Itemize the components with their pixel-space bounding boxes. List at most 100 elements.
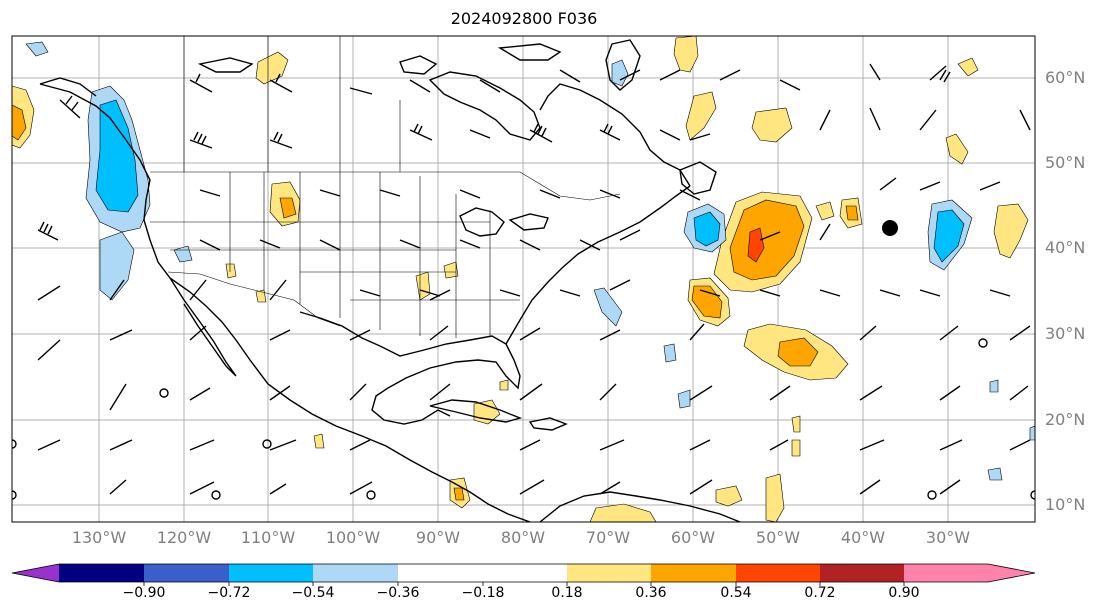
wind-barbs (37, 63, 1031, 495)
cuba (429, 399, 523, 423)
atlantic-blue-streak (593, 287, 623, 327)
colorbar-segment-1 (59, 564, 144, 582)
atlantic-yellow-spot (791, 415, 801, 433)
us-mexico-border (167, 271, 341, 327)
shaded-regions (12, 36, 1035, 522)
colorbar-label: −0.54 (291, 585, 335, 601)
colorbar-segment-8 (651, 564, 736, 582)
colorbar-segment-11 (904, 564, 988, 582)
southwest-yellow (225, 263, 237, 279)
colorbar-segment-7 (567, 564, 651, 582)
gridlines (12, 36, 1035, 522)
pacific-nw-blue-core (95, 99, 139, 213)
east-atlantic-blue-spot-2 (1029, 425, 1035, 441)
calm-circle (159, 388, 169, 398)
colorbar-label: 0.36 (635, 585, 667, 601)
colorbar-label: −0.90 (122, 585, 166, 601)
colorbar-label: −0.18 (461, 585, 505, 601)
us-canada-border (150, 171, 621, 201)
lat-label-30n: 30°N (1045, 324, 1086, 343)
colorbar-segment-10 (820, 564, 904, 582)
pacific-blue-small (25, 41, 49, 57)
colorbar-segment-3 (229, 564, 313, 582)
lon-label-30w: 30°W (925, 528, 971, 547)
gulf-yellow (415, 271, 431, 301)
central-america-orange (453, 487, 465, 501)
canada-yellow-north (255, 51, 289, 85)
lon-label-120w: 120°W (156, 528, 212, 547)
storm-marker (882, 220, 898, 236)
central-atlantic-yellow-small (815, 201, 835, 221)
south-yellow (589, 503, 657, 522)
lat-label-60n: 60°N (1045, 68, 1086, 87)
east-atlantic-blue-spot (989, 379, 999, 393)
lon-label-100w: 100°W (325, 528, 381, 547)
arctic-islands (197, 43, 562, 75)
north-america-west-coast (39, 83, 531, 522)
colorbar-segment-2 (144, 564, 229, 582)
colorbar-label: −0.36 (376, 585, 420, 601)
calm-circle (12, 439, 17, 449)
baja-california (169, 277, 237, 377)
calm-circle (12, 490, 17, 500)
greenland-south (605, 39, 641, 91)
greenland-blue (611, 59, 629, 87)
labrador-yellow-strip (685, 91, 717, 141)
north-atlantic-yellow-1 (751, 107, 793, 143)
colorbar-label: 0.72 (804, 585, 836, 601)
atlantic-blue-spot-2 (677, 389, 691, 409)
colorbar-segment-0 (12, 564, 59, 582)
mississippi-yellow (443, 261, 459, 279)
lat-label-20n: 20°N (1045, 410, 1086, 429)
calm-markers (12, 338, 1035, 500)
colorbar-segment-5 (398, 564, 483, 582)
calm-circle (262, 439, 272, 449)
lon-label-70w: 70°W (585, 528, 631, 547)
calm-circle (927, 490, 937, 500)
hudson-bay (428, 71, 541, 141)
lat-label-10n: 10°N (1045, 495, 1086, 514)
central-atlantic-orange (729, 199, 805, 281)
atlantic-blue-east-core (933, 209, 965, 263)
lat-label-50n: 50°N (1045, 153, 1086, 172)
lon-label-90w: 90°W (415, 528, 461, 547)
calm-circle (366, 490, 376, 500)
state-lines (150, 172, 520, 338)
central-atlantic-orange-small (845, 205, 859, 221)
tropical-orange (777, 337, 819, 367)
southwest-yellow-2 (255, 289, 267, 303)
great-lakes (459, 207, 549, 237)
coastlines (39, 39, 741, 522)
borders (150, 36, 621, 338)
south-yellow-3 (715, 485, 743, 507)
colorbar-segment-12 (988, 564, 1035, 582)
lon-label-60w: 60°W (670, 528, 716, 547)
canada-provinces (183, 36, 401, 172)
colorbar (11, 563, 1036, 586)
colorbar-segment-9 (736, 564, 820, 582)
colorbar-label: 0.18 (551, 585, 583, 601)
us-east-coast (505, 185, 691, 345)
north-atlantic-yellow-2 (945, 133, 969, 165)
calm-circle (1030, 490, 1035, 500)
rockies-orange (279, 197, 297, 219)
labrador-yellow (673, 36, 699, 73)
south-yellow-2 (765, 473, 785, 522)
colorbar-label: 0.90 (888, 585, 920, 601)
lat-label-40n: 40°N (1045, 238, 1086, 257)
lon-label-110w: 110°W (240, 528, 296, 547)
east-atlantic-blue-spot-3 (987, 467, 1003, 481)
map-frame (11, 35, 1036, 523)
calm-circle (211, 490, 221, 500)
calm-circle (978, 338, 988, 348)
colorbar-segment-6 (483, 564, 567, 582)
north-atlantic-yellow-3 (957, 57, 979, 77)
south-america-north (539, 491, 741, 522)
lon-label-130w: 130°W (71, 528, 127, 547)
colorbar-outline (11, 563, 1036, 583)
pacific-cyclone-orange (12, 104, 27, 141)
canada-east-coast (539, 83, 691, 187)
atlantic-blue-west-core (693, 211, 721, 247)
atlantic-yellow-spot-2 (791, 439, 801, 457)
